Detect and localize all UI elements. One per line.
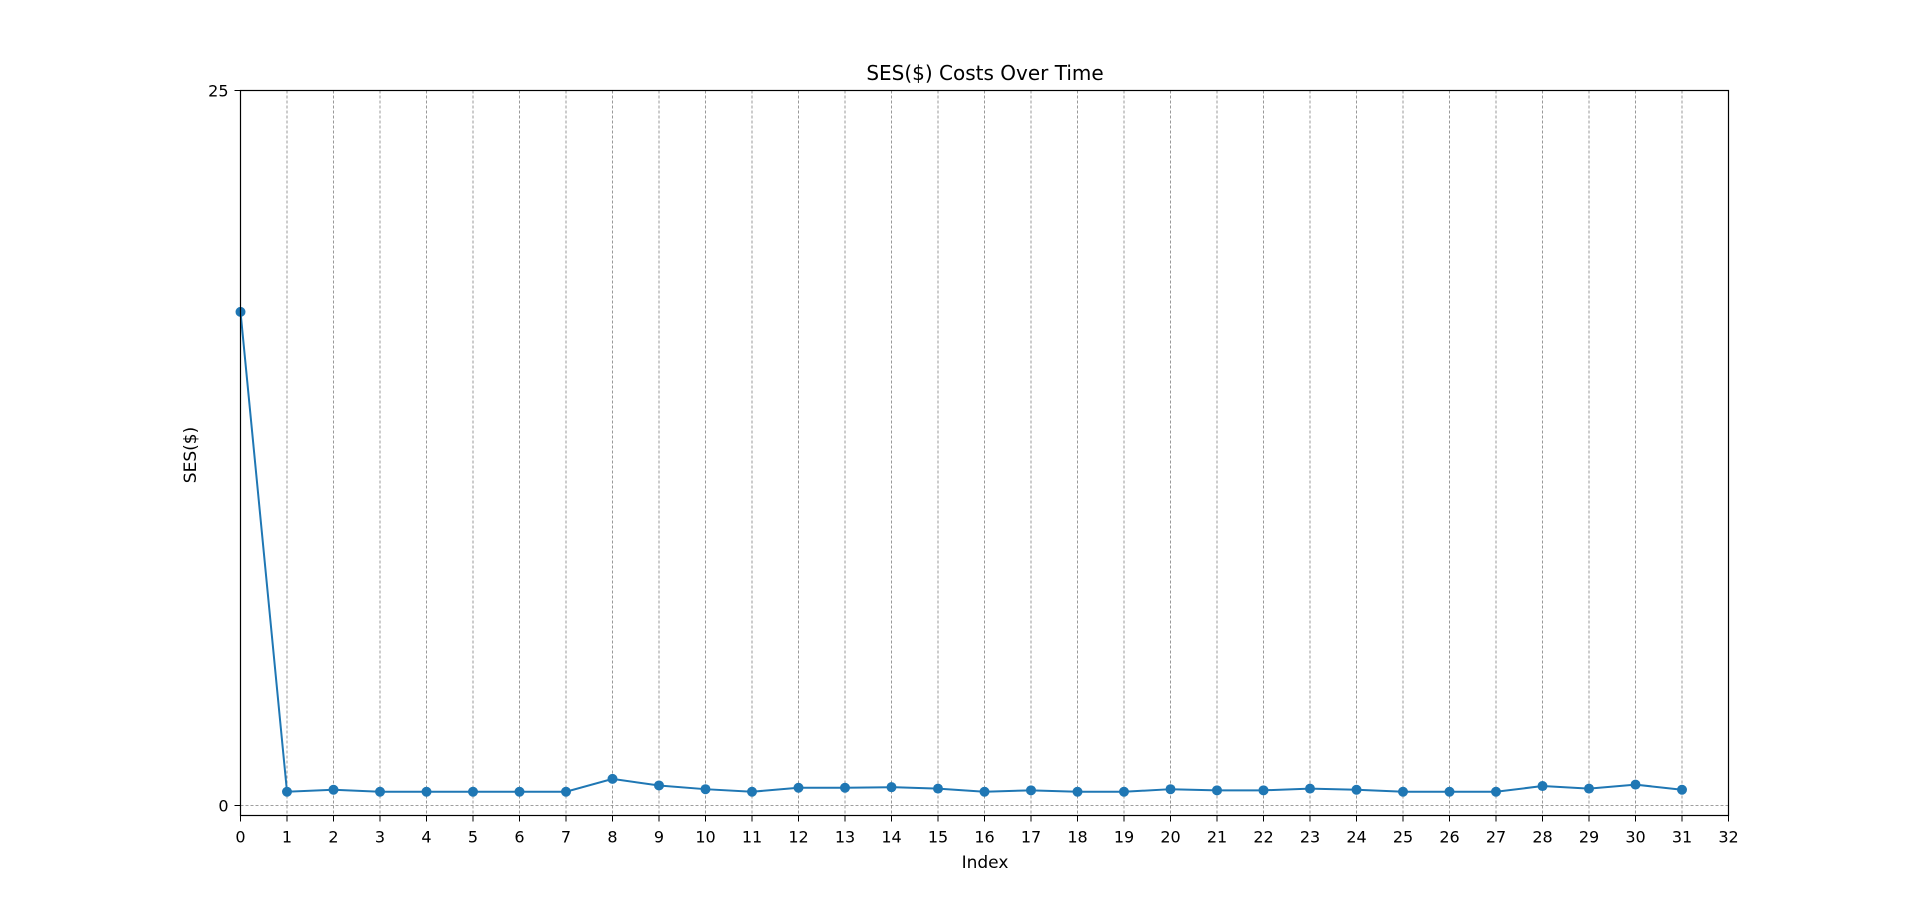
data-point [1212,785,1222,796]
data-point [700,784,711,795]
x-tick-label: 25 [1393,828,1413,847]
data-point [793,782,804,793]
x-tick-label: 8 [607,828,617,847]
data-point [468,786,478,797]
data-point [1351,784,1362,795]
data-point [1584,783,1594,794]
y-axis-label: SES($) [181,427,201,483]
data-point [375,786,385,797]
x-tick-label: 2 [328,828,338,847]
x-tick-label: 13 [835,828,855,847]
x-tick-label: 6 [514,828,524,847]
x-tick-label: 28 [1532,828,1552,847]
x-tick-label: 22 [1253,828,1273,847]
data-point [1630,779,1641,790]
x-tick-label: 21 [1207,828,1227,847]
x-tick-label: 12 [788,828,808,847]
data-point [282,786,292,797]
x-tick-label: 31 [1672,828,1692,847]
data-point [1072,786,1083,797]
data-point [1444,786,1455,797]
data-point [1491,786,1501,797]
x-tick-label: 16 [974,828,994,847]
x-tick-label: 15 [928,828,948,847]
data-point [1165,784,1176,795]
x-tick-label: 0 [235,828,245,847]
x-tick-label: 17 [1021,828,1041,847]
x-tick-label: 24 [1346,828,1366,847]
x-tick-label: 30 [1625,828,1645,847]
x-tick-label: 14 [881,828,901,847]
x-tick-label: 29 [1579,828,1599,847]
x-tick-label: 23 [1300,828,1320,847]
x-tick-label: 27 [1486,828,1506,847]
data-point [1677,784,1687,795]
data-point [1119,786,1129,797]
data-point [1258,785,1269,796]
x-tick-label: 20 [1160,828,1180,847]
x-axis-label: Index [962,853,1009,873]
data-point [607,773,618,784]
x-tick-label: 11 [742,828,762,847]
data-point [840,782,850,793]
series-group [235,306,1687,797]
y-tick-label: 25 [208,82,228,101]
data-point [654,780,664,791]
data-point [1398,786,1408,797]
x-tick-label: 5 [468,828,478,847]
x-tick-label: 1 [282,828,292,847]
x-tick-label: 10 [695,828,715,847]
y-tick-label: 0 [218,796,228,815]
data-point [1305,783,1315,794]
series-line [239,311,1683,793]
y-axis-ticks: 0 25 [208,82,241,815]
x-axis-ticks: 0 1 2 3 4 5 6 7 8 9 10 11 12 13 14 15 16 17 18 19 20 21 22 23 24… [235,815,1739,847]
x-tick-label: 19 [1114,828,1134,847]
x-tick-label: 4 [421,828,431,847]
grid-lines [240,90,1729,816]
x-tick-label: 9 [654,828,664,847]
x-tick-label: 3 [375,828,385,847]
data-point [747,786,757,797]
data-point [1537,781,1548,792]
data-point [1026,785,1036,796]
x-tick-label: 26 [1439,828,1459,847]
data-point [514,786,525,797]
x-tick-label: 7 [561,828,571,847]
chart-title: SES($) Costs Over Time [866,61,1103,85]
data-point [979,786,990,797]
x-tick-label: 18 [1067,828,1087,847]
data-point [421,786,432,797]
data-point [561,786,571,797]
x-tick-label: 32 [1718,828,1738,847]
data-point [933,783,943,794]
data-point [886,782,897,793]
data-point [328,784,339,795]
